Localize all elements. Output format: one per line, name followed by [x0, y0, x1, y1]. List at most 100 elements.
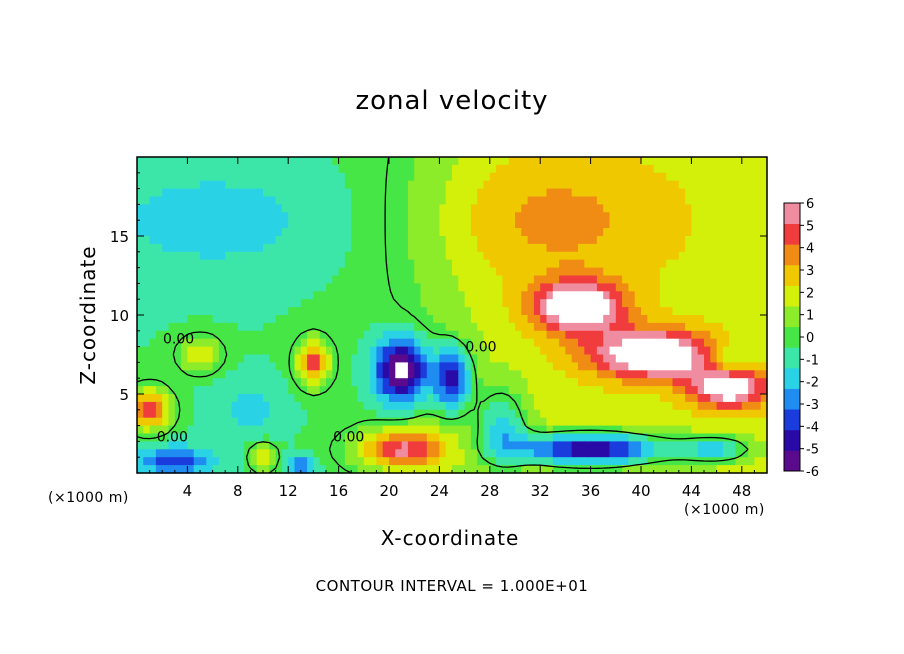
field-cell: [149, 180, 157, 190]
field-cell: [225, 212, 233, 221]
field-cell: [407, 299, 415, 308]
field-cell: [200, 251, 207, 261]
field-cell: [181, 236, 188, 245]
field-cell: [137, 417, 144, 427]
field-cell: [218, 275, 226, 284]
field-cell: [162, 172, 170, 182]
field-cell: [407, 425, 415, 435]
field-cell: [641, 315, 648, 324]
field-cell: [729, 417, 737, 427]
field-cell: [155, 172, 163, 182]
field-cell: [174, 354, 182, 363]
field-cell: [678, 204, 686, 213]
field-cell: [275, 386, 283, 395]
field-cell: [754, 330, 762, 340]
field-cell: [590, 378, 598, 387]
field-cell: [678, 299, 686, 308]
field-cell: [269, 220, 277, 229]
field-cell: [710, 362, 718, 371]
field-cell: [181, 315, 188, 324]
field-cell: [578, 299, 585, 308]
field-cell: [357, 196, 365, 205]
field-cell: [401, 401, 409, 411]
field-cell: [496, 441, 503, 450]
field-cell: [540, 394, 548, 403]
field-cell: [584, 346, 592, 356]
field-cell: [174, 386, 182, 395]
field-cell: [426, 457, 434, 466]
field-cell: [647, 228, 655, 237]
field-cell: [659, 291, 667, 300]
field-cell: [326, 259, 333, 269]
field-cell: [697, 370, 705, 379]
field-cell: [376, 338, 384, 348]
field-cell: [615, 228, 623, 237]
field-cell: [502, 267, 510, 277]
field-cell: [672, 346, 680, 356]
field-cell: [609, 322, 617, 332]
field-cell: [389, 354, 396, 363]
field-cell: [470, 370, 478, 379]
field-cell: [628, 180, 636, 190]
field-cell: [748, 401, 755, 411]
field-cell: [540, 465, 548, 474]
field-cell: [332, 267, 340, 277]
field-cell: [288, 196, 296, 205]
field-cell: [181, 275, 188, 284]
field-cell: [578, 275, 585, 284]
field-cell: [426, 425, 434, 435]
field-cell: [433, 433, 440, 442]
field-cell: [502, 394, 510, 403]
field-cell: [382, 409, 390, 419]
field-cell: [533, 220, 541, 229]
field-cell: [313, 417, 321, 427]
field-cell: [685, 291, 692, 300]
field-cell: [256, 409, 264, 419]
field-cell: [760, 417, 768, 427]
field-cell: [647, 378, 655, 387]
field-cell: [521, 370, 529, 379]
field-cell: [445, 346, 453, 356]
field-cell: [445, 291, 453, 300]
field-cell: [741, 417, 749, 427]
field-cell: [716, 362, 724, 371]
field-cell: [666, 457, 674, 466]
field-cell: [477, 267, 485, 277]
field-cell: [288, 425, 296, 435]
field-cell: [143, 354, 151, 363]
field-cell: [452, 322, 459, 332]
field-cell: [590, 228, 598, 237]
field-cell: [521, 157, 529, 166]
field-cell: [464, 157, 472, 166]
field-cell: [237, 307, 245, 316]
colorbar-tick-label: -1: [806, 353, 819, 368]
field-cell: [584, 433, 592, 442]
field-cell: [622, 401, 629, 411]
field-cell: [691, 417, 699, 427]
field-cell: [401, 228, 409, 237]
field-cell: [357, 441, 365, 450]
field-cell: [634, 251, 642, 261]
field-cell: [496, 228, 503, 237]
field-cell: [716, 449, 724, 458]
field-cell: [155, 338, 163, 348]
field-cell: [458, 283, 466, 292]
field-cell: [502, 212, 510, 221]
field-cell: [143, 394, 151, 403]
field-cell: [515, 433, 522, 442]
colorbar-tick-label: -3: [806, 398, 819, 413]
field-cell: [477, 220, 485, 229]
field-cell: [351, 378, 359, 387]
field-cell: [218, 409, 226, 419]
field-cell: [395, 441, 403, 450]
field-cell: [395, 425, 403, 435]
field-cell: [288, 330, 296, 340]
field-cell: [414, 157, 422, 166]
field-cell: [521, 172, 529, 182]
field-cell: [370, 315, 377, 324]
field-cell: [691, 275, 699, 284]
field-cell: [420, 267, 428, 277]
field-cell: [647, 172, 655, 182]
field-cell: [722, 465, 730, 474]
